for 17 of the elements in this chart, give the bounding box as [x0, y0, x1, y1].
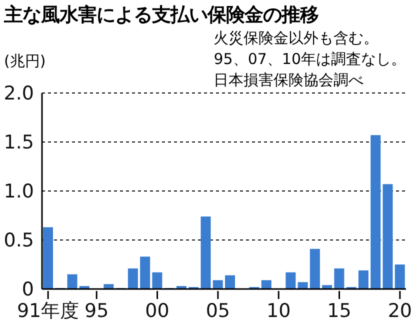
- x-tick-label: 15: [327, 300, 352, 322]
- y-tick-label: 0.5: [4, 230, 34, 252]
- y-tick-label: 1.5: [4, 132, 34, 154]
- chart-title: 主な風水害による支払い保険金の推移: [4, 3, 318, 28]
- x-tick-label: 20: [388, 300, 412, 322]
- text: 火災保険金以外も含む。: [214, 28, 380, 49]
- y-tick-label: 2.0: [4, 82, 34, 105]
- x-tick-label: 91年度: [16, 300, 80, 322]
- text: 日本損害保険協会調べ: [214, 70, 365, 91]
- text: 95、07、10年は調査なし。: [214, 49, 406, 70]
- x-tick-label: 10: [266, 300, 291, 322]
- y-axis-title: (兆円): [4, 52, 46, 71]
- x-tick-label: 00: [145, 300, 170, 322]
- x-tick-label: 05: [206, 300, 230, 322]
- y-tick-label: 1.0: [4, 180, 34, 203]
- x-tick-label: 95: [84, 300, 109, 322]
- y-tick-label: 0: [22, 278, 34, 301]
